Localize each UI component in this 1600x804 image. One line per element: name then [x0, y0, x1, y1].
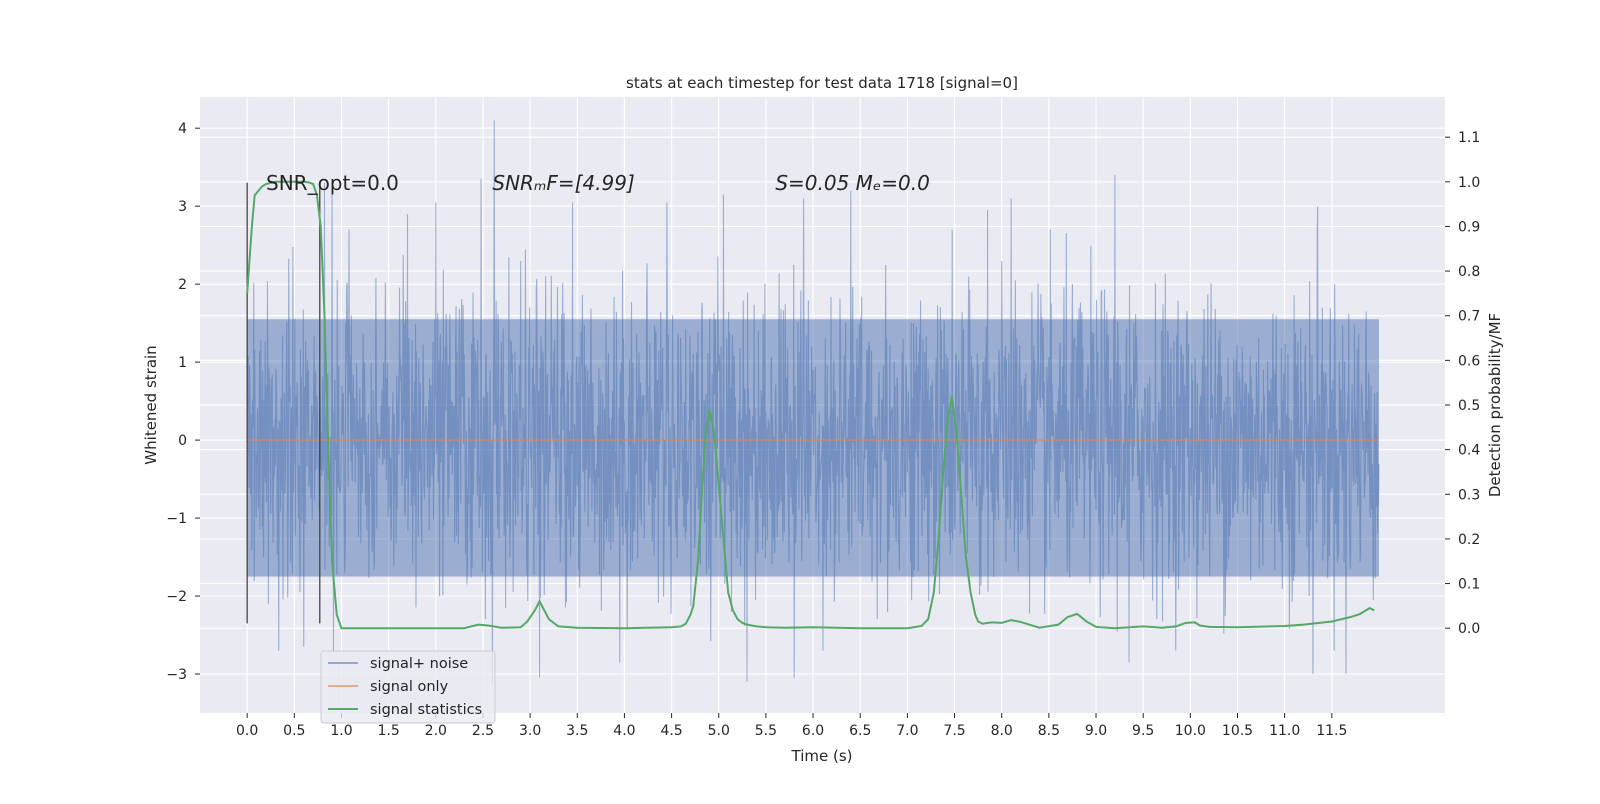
- x-tick-label: 1.5: [378, 723, 400, 739]
- legend-label-signal-statistics: signal statistics: [370, 702, 482, 718]
- x-tick-label: 2.0: [425, 723, 447, 739]
- x-tick-label: 11.0: [1269, 723, 1300, 739]
- y-tick-label: −2: [166, 589, 187, 605]
- series-signal-noise: [246, 120, 1380, 686]
- x-tick-label: 3.5: [566, 723, 588, 739]
- x-tick-label: 0.0: [236, 723, 258, 739]
- x-tick-label: 4.0: [613, 723, 635, 739]
- chart-title: stats at each timestep for test data 171…: [626, 74, 1018, 92]
- y-tick-label: 2: [178, 277, 187, 293]
- x-tick-label: 6.0: [802, 723, 824, 739]
- y2-tick-label: 0.6: [1458, 353, 1480, 369]
- y2-tick-label: 0.5: [1458, 398, 1480, 414]
- x-tick-label: 2.5: [472, 723, 494, 739]
- x-tick-label: 8.5: [1038, 723, 1060, 739]
- y2-tick-label: 0.9: [1458, 219, 1480, 235]
- x-tick-label: 9.5: [1132, 723, 1154, 739]
- y2-tick-label: 0.1: [1458, 577, 1480, 593]
- y2-tick-label: 1.0: [1458, 175, 1480, 191]
- y-tick-label: 0: [178, 433, 187, 449]
- x-tick-label: 10.5: [1222, 723, 1253, 739]
- legend-label-signal-only: signal only: [370, 679, 449, 695]
- x-tick-label: 5.5: [755, 723, 777, 739]
- x-tick-label: 8.0: [991, 723, 1013, 739]
- x-tick-label: 7.0: [896, 723, 918, 739]
- legend-label-signal-noise: signal+ noise: [370, 656, 468, 672]
- legend-box: [320, 650, 496, 724]
- y-tick-label: 4: [178, 121, 187, 137]
- x-tick-label: 3.0: [519, 723, 541, 739]
- y2-tick-label: 0.8: [1458, 264, 1480, 280]
- x-tick-label: 5.0: [708, 723, 730, 739]
- legend: signal+ noise signal only signal statist…: [320, 650, 496, 724]
- noise-trace: [246, 120, 1380, 686]
- y2-tick-label: 0.2: [1458, 532, 1480, 548]
- x-axis-label: Time (s): [791, 747, 853, 765]
- x-tick-label: 11.5: [1316, 723, 1347, 739]
- x-tick-label: 9.0: [1085, 723, 1107, 739]
- y2-tick-label: 0.3: [1458, 487, 1480, 503]
- y-tick-label: −3: [166, 667, 187, 683]
- annotation: S=0.05 Mₑ=0.0: [775, 171, 930, 195]
- y2-tick-label: 0.0: [1458, 621, 1480, 637]
- x-tick-label: 4.5: [660, 723, 682, 739]
- series-signal-statistics: [246, 180, 1375, 630]
- x-tick-label: 10.0: [1175, 723, 1206, 739]
- x-tick-label: 7.5: [943, 723, 965, 739]
- y-tick-label: 3: [178, 199, 187, 215]
- x-axis-ticks: 0.0 0.5 1.0 1.5 2.0 2.5 3.0 3.5 4.0 4.5 5.0 5.5 6.0 6…: [236, 713, 1347, 739]
- statistics-line: [246, 180, 1375, 630]
- y-axis-ticks: −3 −2 −1 0 1 2 3 4: [166, 121, 200, 683]
- y2-tick-label: 0.4: [1458, 443, 1480, 459]
- y2-axis-label: Detection probability/MF: [1486, 313, 1504, 497]
- x-tick-label: 0.5: [283, 723, 305, 739]
- x-tick-label: 1.0: [330, 723, 352, 739]
- annotation: SNRₘF=[4.99]: [492, 171, 634, 195]
- annotations: SNR_opt=0.0 SNRₘF=[4.99] S=0.05 Mₑ=0.0: [266, 171, 930, 195]
- y-tick-label: −1: [166, 511, 187, 527]
- y2-tick-label: 0.7: [1458, 309, 1480, 325]
- y-axis-label: Whitened strain: [142, 345, 160, 464]
- x-tick-label: 6.5: [849, 723, 871, 739]
- y-tick-label: 1: [178, 355, 187, 371]
- annotation: SNR_opt=0.0: [266, 171, 399, 195]
- y2-axis-ticks: 0.0 0.1 0.2 0.3 0.4 0.5 0.6 0.7 0.8 0.9 1.0 1.1: [1445, 130, 1480, 637]
- vertical-markers: [246, 182, 321, 624]
- y2-tick-label: 1.1: [1458, 130, 1480, 146]
